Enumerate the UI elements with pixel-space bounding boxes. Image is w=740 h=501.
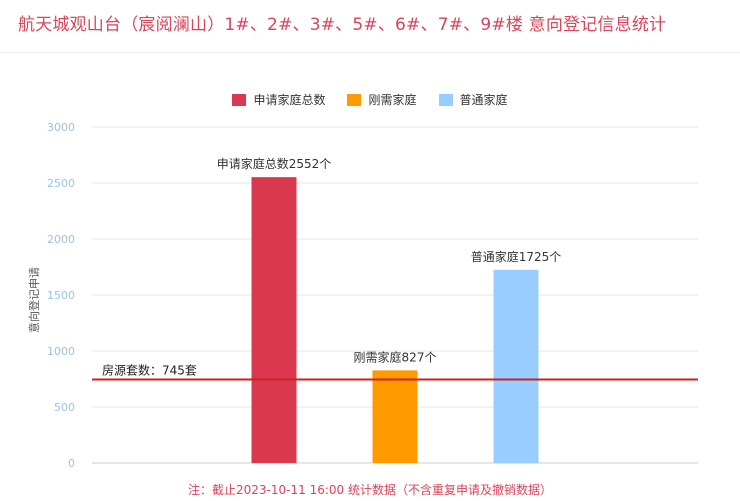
y-tick-label: 0 — [68, 457, 75, 470]
y-tick-label: 2500 — [47, 177, 75, 190]
bar-data-label: 普通家庭1725个 — [471, 249, 562, 264]
legend-label-normal: 普通家庭 — [459, 93, 508, 107]
y-tick-label: 2000 — [47, 233, 75, 246]
bar-data-label: 申请家庭总数2552个 — [217, 156, 332, 171]
reference-line-label: 房源套数：745套 — [102, 363, 197, 378]
legend-label-rigid: 刚需家庭 — [368, 93, 417, 107]
legend: 申请家庭总数 刚需家庭 普通家庭 — [0, 91, 740, 108]
chart-title: 航天城观山台（宸阅澜山）1#、2#、3#、5#、6#、7#、9#楼 意向登记信息… — [18, 15, 667, 35]
bar-3 — [493, 269, 539, 463]
legend-label-apply: 申请家庭总数 — [253, 93, 326, 107]
bar-2 — [372, 370, 418, 463]
title-divider — [0, 52, 740, 53]
legend-swatch-normal — [438, 93, 453, 106]
y-axis-title: 意向登记申请 — [27, 267, 41, 333]
legend-item-normal[interactable]: 普通家庭 — [438, 91, 508, 108]
y-tick-label: 500 — [54, 401, 75, 414]
legend-swatch-apply — [232, 93, 247, 106]
legend-item-apply[interactable]: 申请家庭总数 — [232, 91, 325, 108]
bar-1 — [251, 177, 297, 463]
y-tick-label: 3000 — [47, 121, 75, 134]
bar-data-label: 刚需家庭827个 — [354, 349, 437, 364]
y-tick-label: 1000 — [47, 345, 75, 358]
y-tick-label: 1500 — [47, 289, 75, 302]
legend-swatch-rigid — [347, 93, 362, 106]
footnote: 注：截止2023-10-11 16:00 统计数据（不含重复申请及撤销数据） — [188, 483, 552, 497]
legend-item-rigid[interactable]: 刚需家庭 — [347, 91, 417, 108]
